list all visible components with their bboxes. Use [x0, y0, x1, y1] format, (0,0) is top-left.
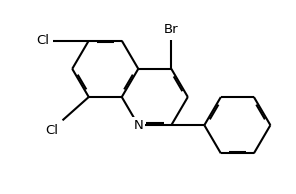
Text: N: N	[133, 119, 143, 132]
Text: Cl: Cl	[36, 34, 49, 47]
Text: Br: Br	[164, 23, 178, 36]
Text: Cl: Cl	[46, 124, 59, 137]
